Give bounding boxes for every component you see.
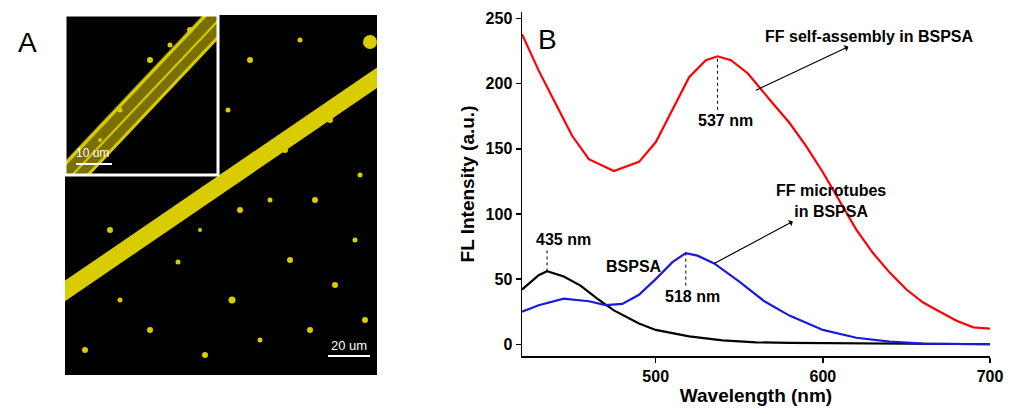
svg-text:150: 150 (486, 140, 513, 157)
svg-text:100: 100 (486, 206, 513, 223)
svg-text:537 nm: 537 nm (698, 112, 753, 129)
svg-text:FL Intensity (a.u.): FL Intensity (a.u.) (457, 106, 478, 263)
svg-text:A: A (18, 27, 37, 58)
svg-text:600: 600 (810, 368, 837, 385)
svg-text:250: 250 (486, 10, 513, 27)
svg-text:50: 50 (495, 271, 513, 288)
svg-text:FF microtubesin BSPSA: FF microtubesin BSPSA (776, 182, 886, 220)
svg-text:BSPSA: BSPSA (606, 258, 662, 275)
svg-text:B: B (538, 24, 557, 55)
svg-text:20 um: 20 um (331, 338, 367, 353)
svg-text:0: 0 (503, 336, 512, 353)
svg-text:518 nm: 518 nm (665, 288, 720, 305)
svg-text:700: 700 (977, 368, 1004, 385)
svg-text:435 nm: 435 nm (536, 231, 591, 248)
svg-text:500: 500 (642, 368, 669, 385)
svg-text:10 um: 10 um (76, 146, 109, 160)
svg-text:200: 200 (486, 75, 513, 92)
svg-text:Wavelength (nm): Wavelength (nm) (680, 385, 832, 406)
svg-text:FF self-assembly in BSPSA: FF self-assembly in BSPSA (765, 28, 974, 45)
